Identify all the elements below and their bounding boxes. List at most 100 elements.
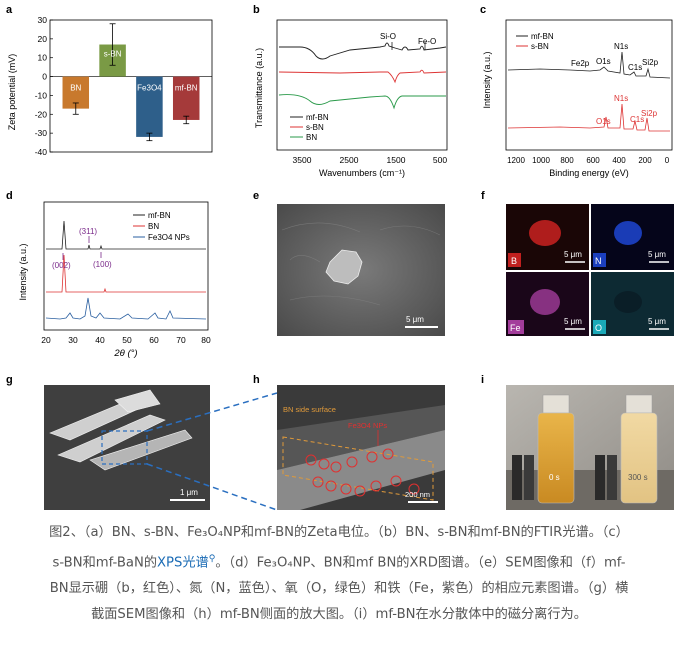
- vial-0s: [537, 412, 575, 504]
- bn-surface: [277, 405, 445, 470]
- legend-bn: BN: [306, 133, 317, 142]
- plot-frame: [43, 201, 209, 331]
- magnet: [524, 455, 534, 500]
- y-axis-label: Zeta potential (mV): [7, 54, 17, 131]
- legend-s-bn: s-BN: [306, 123, 324, 132]
- b-signal: [529, 220, 561, 246]
- zoom-connector: [146, 392, 278, 432]
- panel-h: h BN side surface Fe3O4 NPs 200 nm: [253, 374, 445, 510]
- x-tick: 3500: [293, 155, 312, 165]
- peak-label: O1s: [596, 57, 611, 66]
- legend-s-bn: s-BN: [531, 42, 549, 51]
- search-icon[interactable]: ⚲: [208, 554, 216, 564]
- element-label: O: [595, 323, 602, 333]
- peak-label: C1s: [630, 115, 644, 124]
- peak-label: N1s: [614, 42, 628, 51]
- panel-g: g 1 μm: [6, 374, 210, 510]
- xrd-mf-bn-line: [46, 220, 206, 250]
- x-axis-label: Binding energy (eV): [549, 168, 629, 178]
- bn-flakes: [49, 389, 193, 471]
- panel-e: e 5 μm: [253, 190, 445, 336]
- element-label: N: [595, 256, 602, 266]
- x-tick: 0: [665, 156, 670, 165]
- y-axis-label: Intensity (a.u.): [482, 51, 492, 108]
- panel-letter: d: [6, 190, 13, 202]
- x-tick: 600: [586, 156, 600, 165]
- ftir-bn-line: [278, 94, 446, 110]
- x-axis-label: 2θ (°): [113, 348, 137, 359]
- label-box: [508, 320, 524, 334]
- sem-image: [277, 204, 445, 336]
- panel-letter: e: [253, 190, 259, 202]
- y-tick: 20: [38, 34, 48, 44]
- panel-f: f B N Fe O 5 μm 5 μm 5 μm 5 μm: [481, 190, 674, 336]
- caption-text: 。（d）Fe₃O₄NP、BN和mf BN的XRD图谱。（e）SEM图像和（f）m…: [215, 555, 626, 571]
- xrd-bn-line: [46, 254, 206, 293]
- panel-letter: h: [253, 374, 260, 386]
- annotation-si-o: Si-O: [380, 32, 396, 41]
- bar-label: mf-BN: [175, 84, 198, 93]
- panel-a: a Zeta potential (mV) 30 20 10 0 -10 -20 -30 -4…: [6, 4, 213, 157]
- plot-frame: [505, 19, 673, 151]
- y-tick: 10: [38, 53, 48, 63]
- element-label: Fe: [510, 323, 521, 333]
- x-tick: 400: [612, 156, 626, 165]
- magnet: [595, 455, 605, 500]
- x-tick: 1000: [532, 156, 550, 165]
- x-axis-label: Wavenumbers (cm⁻¹): [319, 168, 405, 178]
- x-tick: 1500: [387, 155, 406, 165]
- x-tick: 2500: [340, 155, 359, 165]
- x-tick: 500: [433, 155, 447, 165]
- scale-label: 200 nm: [405, 490, 430, 499]
- peak-label: N1s: [614, 94, 628, 103]
- x-tick: 1200: [507, 156, 525, 165]
- vial-cap: [625, 394, 653, 414]
- legend-mf-bn: mf-BN: [531, 32, 554, 41]
- scale-label: 5 μm: [564, 250, 582, 259]
- label-box: [508, 253, 521, 267]
- xps-mf-bn-line: [507, 51, 671, 79]
- magnet: [607, 455, 617, 500]
- peak-label: (100): [93, 260, 112, 269]
- peak-label: C1s: [628, 63, 642, 72]
- panel-letter: b: [253, 4, 260, 16]
- plot-frame: [276, 19, 448, 151]
- zeta-bars: BN s-BN Fe3O4 mf-BN: [62, 23, 200, 142]
- xps-s-bn-line: [507, 103, 670, 132]
- peak-label: Si2p: [641, 109, 658, 118]
- label-box: [593, 253, 606, 267]
- panel-letter: i: [481, 374, 484, 386]
- x-tick: 20: [41, 335, 51, 345]
- caption-text: s-BN和mf-BaN的: [52, 555, 158, 571]
- caption-line: 截面SEM图像和（h）mf-BN侧面的放大图。（i）mf-BN在水分散体中的磁分…: [91, 607, 587, 623]
- legend-mf-bn: mf-BN: [148, 211, 171, 220]
- time-label: 0 s: [549, 473, 560, 482]
- panel-b: b Transmittance (a.u.) Si-O Fe-O mf-BN s…: [253, 4, 448, 178]
- time-label: 300 s: [628, 473, 648, 482]
- x-tick: 60: [149, 335, 159, 345]
- bar-label: BN: [70, 84, 81, 93]
- scale-label: 5 μm: [648, 250, 666, 259]
- legend-bn: BN: [148, 222, 159, 231]
- xps-spectrum-link[interactable]: XPS光谱: [157, 555, 209, 571]
- y-tick: -40: [35, 147, 48, 157]
- plot-frame: [49, 19, 213, 153]
- panel-letter: f: [481, 190, 485, 202]
- figure-caption: 图2、（a）BN、s-BN、Fe₃O₄NP和mf-BN的Zeta电位。（b）BN…: [4, 520, 674, 628]
- y-tick: 30: [38, 15, 48, 25]
- annotation-fe-o: Fe-O: [418, 37, 436, 46]
- y-axis-label: Transmittance (a.u.): [254, 48, 264, 128]
- scale-label: 1 μm: [180, 488, 198, 497]
- peak-label: Si2p: [642, 58, 659, 67]
- vial-300s: [620, 412, 658, 504]
- bar-label: Fe3O4: [137, 84, 162, 93]
- caption-line: s-BN和mf-BaN的XPS光谱⚲。（d）Fe₃O₄NP、BN和mf BN的X…: [4, 546, 674, 576]
- panel-letter: a: [6, 4, 13, 16]
- x-tick: 80: [201, 335, 211, 345]
- legend-mf-bn: mf-BN: [306, 113, 329, 122]
- caption-line: 图2、（a）BN、s-BN、Fe₃O₄NP和mf-BN的Zeta电位。（b）BN…: [49, 525, 629, 540]
- bar-fe3o4: [136, 76, 163, 137]
- figure: a Zeta potential (mV) 30 20 10 0 -10 -20 -30 -4…: [6, 4, 674, 511]
- bn-side: [277, 430, 445, 510]
- particle: [325, 249, 363, 285]
